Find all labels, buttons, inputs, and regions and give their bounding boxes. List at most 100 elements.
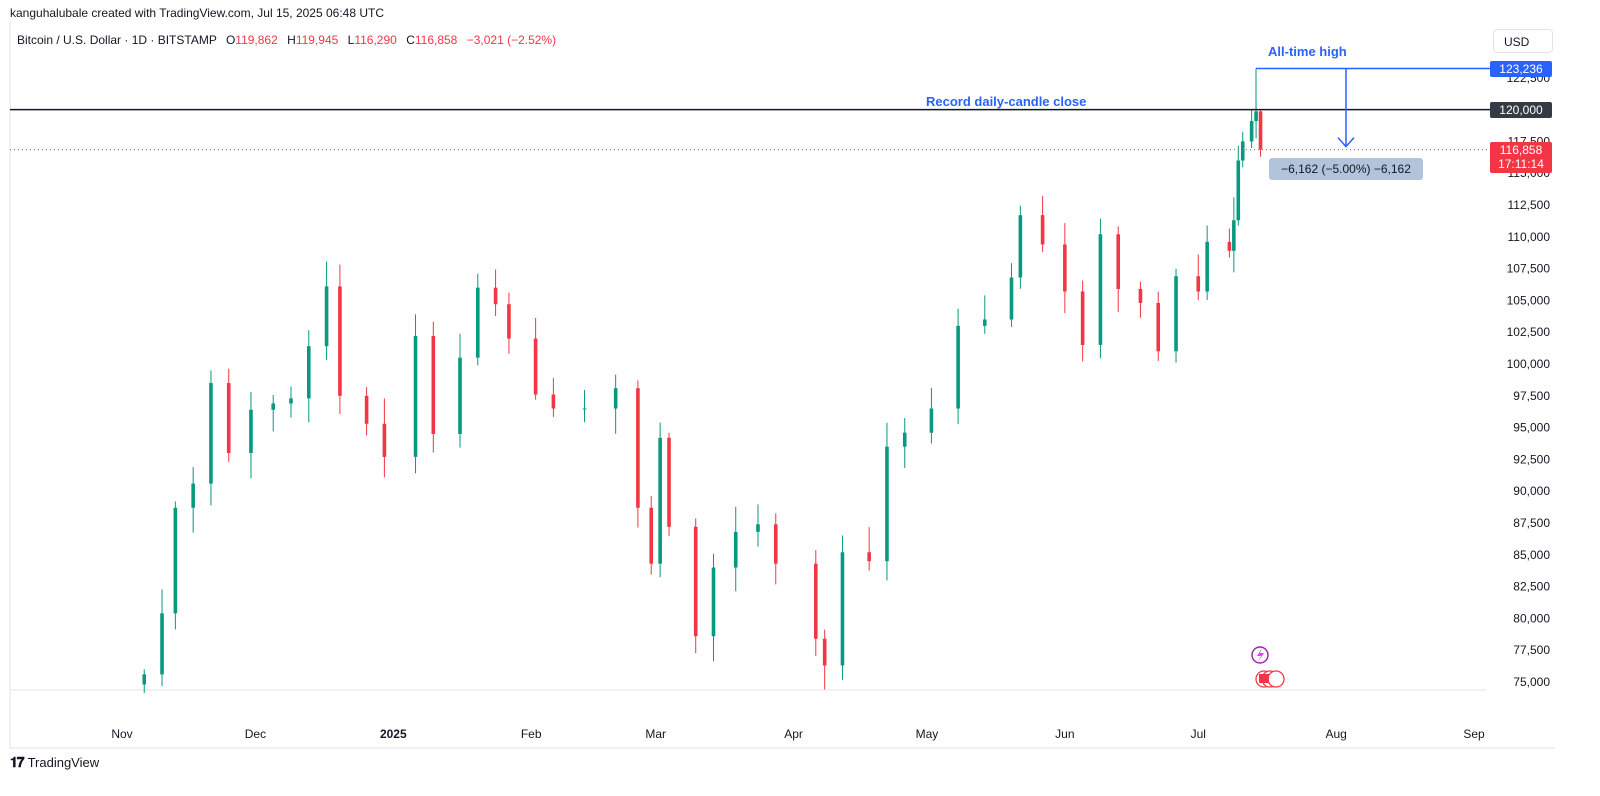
- candle-body: [636, 388, 640, 508]
- candle-body: [458, 357, 462, 434]
- candle-body: [1249, 121, 1254, 142]
- candle-body: [413, 336, 418, 457]
- symbol-legend[interactable]: Bitcoin / U.S. Dollar · 1D · BITSTAMP O1…: [17, 33, 556, 47]
- brand-name: TradingView: [27, 755, 100, 770]
- candle-body: [364, 395, 369, 424]
- candle-body: [173, 507, 178, 614]
- tradingview-logo[interactable]: 𝟏𝟕 TradingView: [10, 754, 99, 771]
- candle-body: [613, 388, 618, 409]
- open-value: 119,862: [235, 33, 278, 47]
- last-price-tag: 116,858 17:11:14: [1490, 142, 1552, 173]
- x-tick-label: Jul: [1191, 727, 1206, 741]
- candle-body: [756, 524, 760, 532]
- candle-body: [867, 552, 871, 562]
- y-tick-label: 80,000: [1513, 611, 1550, 625]
- candle-body: [649, 507, 654, 564]
- candle-body: [507, 304, 511, 339]
- economic-event-icon: [1267, 670, 1285, 688]
- y-tick-label: 77,500: [1513, 643, 1550, 657]
- price-range-measure[interactable]: −6,162 (−5.00%) −6,162: [1269, 158, 1423, 180]
- candle-body: [306, 346, 311, 399]
- candle-body: [533, 338, 538, 395]
- y-tick-label: 75,000: [1513, 675, 1550, 689]
- candle-body: [929, 408, 934, 433]
- record-close-annotation: Record daily-candle close: [926, 94, 1087, 109]
- us-flag-icon: [1259, 674, 1269, 683]
- candle-body: [209, 383, 213, 484]
- candle-body: [982, 319, 987, 326]
- candle-body: [1156, 302, 1161, 352]
- x-tick-label: May: [916, 727, 939, 741]
- x-tick-label: 2025: [380, 727, 407, 741]
- low-value: 116,290: [354, 33, 397, 47]
- candle-body: [840, 552, 845, 666]
- tradingview-mark-icon: 𝟏𝟕: [10, 754, 25, 770]
- candle-body: [711, 567, 716, 637]
- candle-body: [1116, 234, 1121, 289]
- candle-body: [902, 432, 907, 447]
- candle-body: [475, 287, 480, 358]
- last-price-value: 116,858: [1499, 143, 1543, 157]
- high-value: 119,945: [295, 33, 339, 47]
- x-tick-label: Dec: [245, 727, 266, 741]
- candle-body: [226, 383, 231, 454]
- x-tick-label: Mar: [645, 727, 666, 741]
- close-value: 116,858: [414, 33, 458, 47]
- y-tick-label: 95,000: [1513, 421, 1550, 435]
- candle-body: [382, 423, 387, 457]
- y-tick-label: 92,500: [1513, 452, 1550, 466]
- y-tick-label: 105,000: [1507, 293, 1551, 307]
- x-tick-label: Feb: [521, 727, 542, 741]
- candle-body: [1196, 276, 1201, 292]
- candle-body: [1063, 244, 1067, 292]
- x-tick-label: Nov: [111, 727, 132, 741]
- y-tick-label: 87,500: [1513, 516, 1550, 530]
- low-label: L: [347, 33, 355, 47]
- candle-body: [142, 674, 147, 685]
- record-price-tag: 120,000: [1490, 102, 1552, 118]
- y-tick-label: 110,000: [1508, 230, 1551, 244]
- x-tick-label: Jun: [1055, 727, 1074, 741]
- y-tick-label: 97,500: [1513, 389, 1550, 403]
- candle-body: [667, 437, 671, 527]
- x-tick-label: Sep: [1463, 727, 1485, 741]
- y-tick-label: 82,500: [1513, 580, 1550, 594]
- y-tick-label: 107,500: [1507, 262, 1551, 276]
- candle-body: [658, 437, 662, 564]
- candle-body: [582, 408, 587, 410]
- all-time-high-annotation: All-time high: [1268, 44, 1347, 59]
- open-label: O: [225, 33, 236, 47]
- candle-body: [956, 325, 960, 409]
- candle-body: [1227, 241, 1232, 251]
- candle-body: [1009, 277, 1014, 320]
- candle-body: [191, 483, 195, 508]
- candle-body: [271, 403, 276, 410]
- candle-body: [1254, 111, 1258, 122]
- candle-body: [1232, 220, 1236, 251]
- candle-body: [1258, 111, 1263, 150]
- y-tick-label: 100,000: [1507, 357, 1551, 371]
- candle-body: [1174, 276, 1178, 352]
- candle-body: [1138, 288, 1143, 303]
- candle-body: [1098, 234, 1103, 345]
- candle-body: [822, 638, 827, 666]
- candle-body: [1240, 141, 1245, 161]
- bar-countdown: 17:11:14: [1498, 157, 1544, 171]
- y-tick-label: 102,500: [1507, 325, 1551, 339]
- currency-selector[interactable]: USD: [1493, 29, 1553, 53]
- close-label: C: [406, 33, 415, 47]
- candle-body: [338, 286, 342, 396]
- candle-body: [493, 287, 498, 305]
- chart-credit: kanguhalubale created with TradingView.c…: [10, 6, 385, 20]
- candle-body: [693, 526, 698, 637]
- candle-body: [324, 286, 329, 347]
- candle-body: [1236, 160, 1241, 221]
- candle-body: [289, 398, 293, 404]
- candle-body: [1040, 215, 1045, 245]
- change-value: −3,021 (−2.52%): [466, 33, 557, 47]
- candle-body: [249, 409, 253, 454]
- candle-body: [431, 336, 436, 434]
- x-tick-label: Apr: [784, 727, 803, 741]
- candle-body: [1080, 291, 1085, 345]
